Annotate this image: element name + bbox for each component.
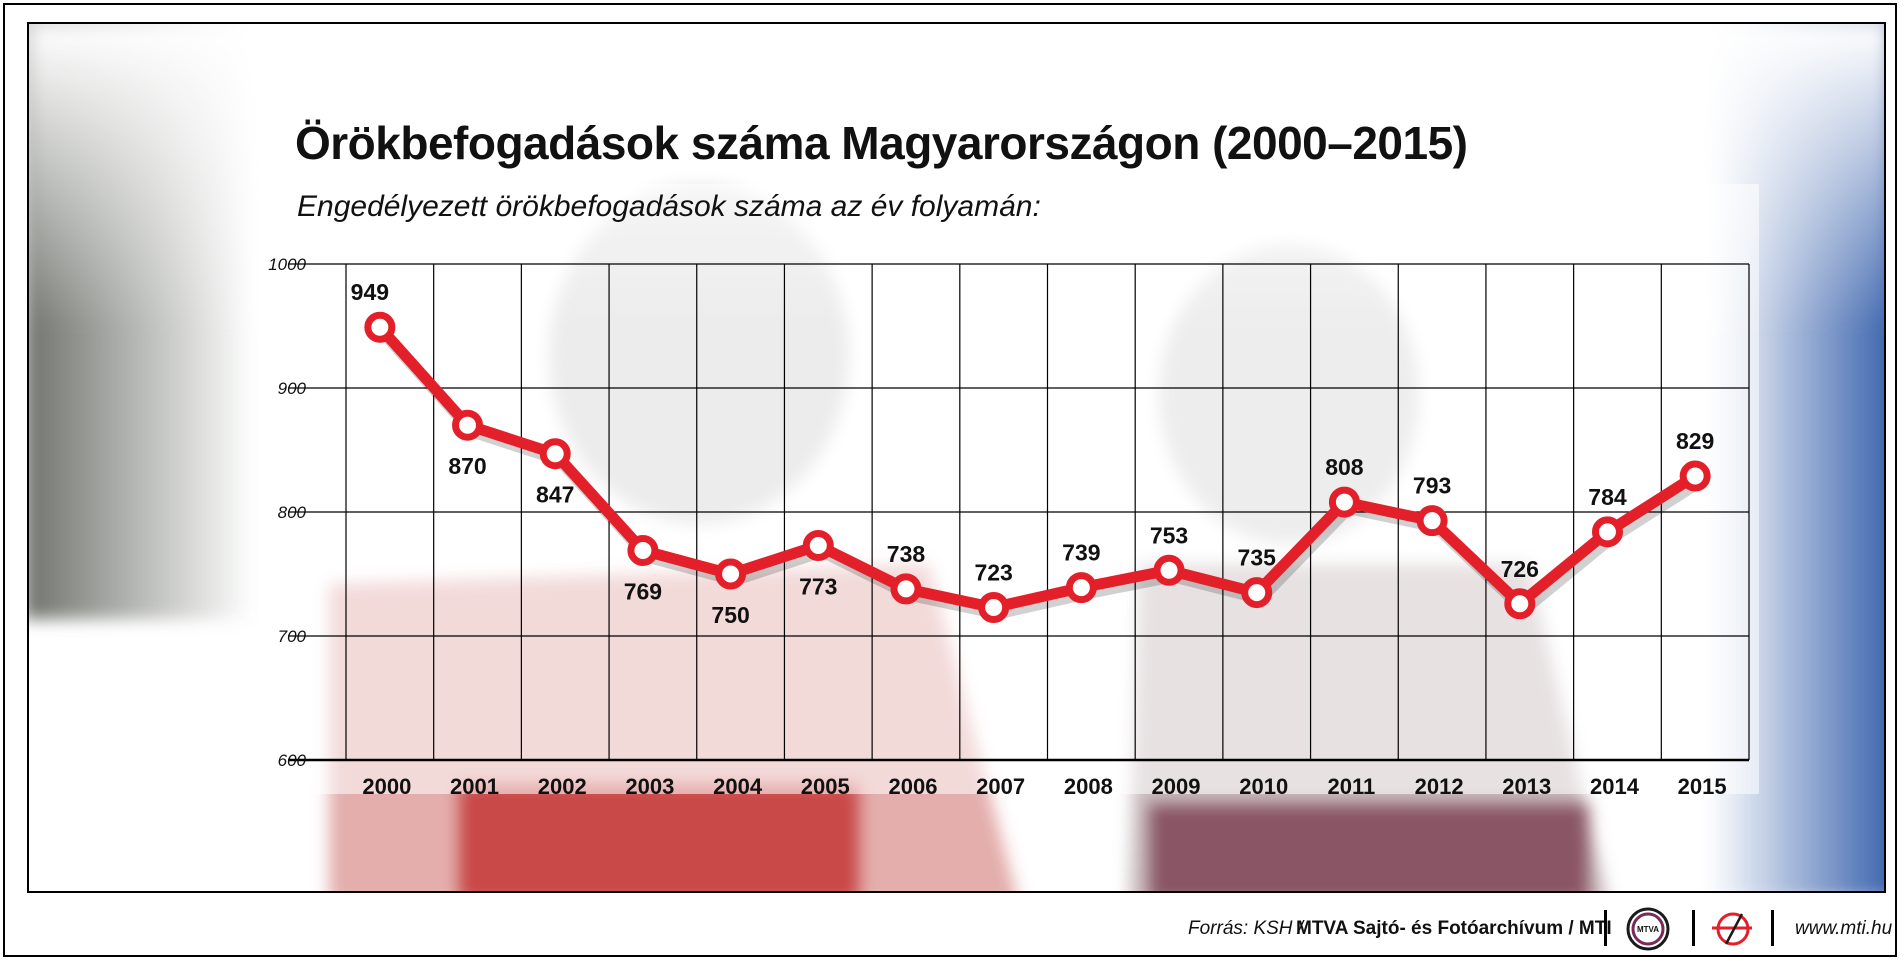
x-tick-label: 2013 — [1502, 774, 1551, 799]
chart-area-wash — [259, 184, 1759, 794]
data-point-2005 — [802, 529, 834, 561]
x-axis-ticks: 2000 2001 2002 2003 2004 2005 2006 2007 2008 2009… — [362, 774, 1726, 799]
y-tick-label: 1000 — [268, 255, 306, 274]
data-label-2013: 726 — [1501, 556, 1539, 582]
data-labels: 949 870 847 769 750 773 738 723 739 753 735 808 793 7… — [351, 279, 1715, 628]
series-adoptions — [364, 311, 1711, 623]
footer: Forrás: KSH / MTVA Sajtó- és Fotóarchívu… — [0, 906, 1904, 952]
x-tick-label: 2009 — [1152, 774, 1201, 799]
data-label-2014: 784 — [1588, 484, 1627, 510]
data-point-2008 — [1065, 572, 1097, 604]
x-tick-label: 2014 — [1590, 774, 1640, 799]
data-point-2013 — [1504, 588, 1536, 620]
data-label-2007: 723 — [974, 559, 1012, 585]
data-label-2003: 769 — [624, 578, 662, 604]
data-label-2012: 793 — [1413, 473, 1451, 499]
data-label-2009: 753 — [1150, 522, 1188, 548]
mtva-logo: MTVA — [1626, 907, 1670, 951]
source-label: Forrás: KSH / — [1188, 918, 1304, 939]
source-credit: MTVA Sajtó- és Fotóarchívum / MTI — [1296, 918, 1612, 939]
series-line — [374, 321, 1701, 613]
x-tick-label: 2004 — [713, 774, 763, 799]
y-tick-label: 600 — [278, 751, 307, 770]
data-point-2002 — [539, 438, 571, 470]
data-point-2007 — [978, 591, 1010, 623]
y-axis-ticks: 1000 900 800 700 600 — [268, 255, 306, 770]
x-tick-label: 2007 — [976, 774, 1025, 799]
x-tick-label: 2011 — [1328, 774, 1376, 799]
x-tick-label: 2010 — [1239, 774, 1288, 799]
x-tick-label: 2001 — [450, 774, 499, 799]
x-tick-label: 2000 — [362, 774, 411, 799]
data-label-2008: 739 — [1062, 540, 1100, 566]
data-point-2001 — [452, 409, 484, 441]
data-point-2003 — [627, 534, 659, 566]
data-point-2009 — [1153, 554, 1185, 586]
data-point-2012 — [1416, 505, 1448, 537]
footer-separator — [1771, 910, 1774, 946]
data-label-2006: 738 — [887, 541, 926, 567]
data-label-2010: 735 — [1238, 545, 1277, 571]
grid — [288, 263, 1750, 762]
footer-separator — [1692, 910, 1695, 946]
data-point-2004 — [715, 558, 747, 590]
data-label-2015: 829 — [1676, 428, 1714, 454]
data-label-2011: 808 — [1325, 454, 1364, 480]
data-point-2014 — [1591, 516, 1623, 548]
x-tick-label: 2006 — [888, 774, 937, 799]
mti-logo — [1712, 912, 1752, 946]
data-point-2000 — [364, 311, 396, 343]
data-label-2001: 870 — [448, 453, 486, 479]
footer-separator — [1604, 910, 1607, 946]
data-point-2006 — [890, 573, 922, 605]
chart-subtitle: Engedélyezett örökbefogadások száma az é… — [297, 190, 1041, 223]
x-tick-label: 2012 — [1415, 774, 1464, 799]
x-tick-label: 2003 — [625, 774, 674, 799]
data-label-2004: 750 — [711, 602, 749, 628]
x-tick-label: 2005 — [801, 774, 850, 799]
data-label-2000: 949 — [351, 279, 389, 305]
mtva-logo-text: MTVA — [1637, 925, 1659, 934]
chart-title: Örökbefogadások száma Magyarországon (20… — [295, 117, 1468, 169]
data-label-2002: 847 — [536, 482, 574, 508]
site-url: www.mti.hu — [1795, 918, 1893, 939]
x-tick-label: 2002 — [538, 774, 587, 799]
x-tick-label: 2008 — [1064, 774, 1113, 799]
outer-frame — [3, 3, 1897, 957]
y-tick-label: 700 — [278, 627, 307, 646]
y-tick-label: 900 — [278, 379, 307, 398]
y-tick-label: 800 — [278, 503, 307, 522]
data-label-2005: 773 — [799, 573, 837, 599]
data-point-2010 — [1241, 577, 1273, 609]
data-point-2011 — [1328, 486, 1360, 518]
data-point-2015 — [1679, 460, 1711, 492]
chart-panel: 1000 900 800 700 600 2000 2001 2002 2003 2004 200… — [27, 22, 1886, 893]
x-tick-label: 2015 — [1678, 774, 1727, 799]
